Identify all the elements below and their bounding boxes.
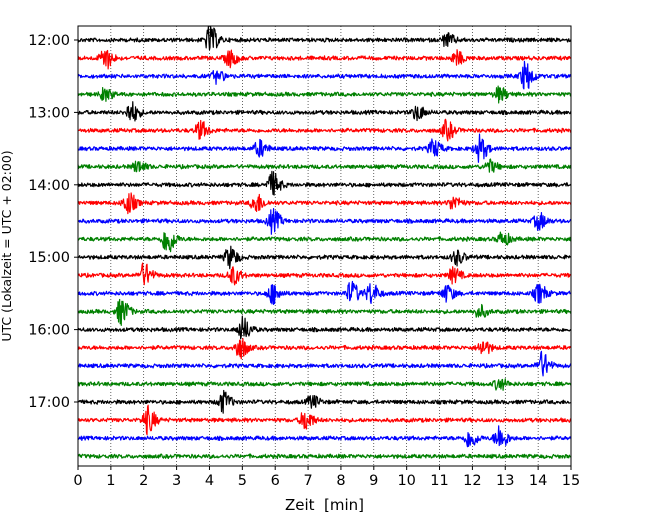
seismic-trace	[77, 425, 572, 448]
plot-frame	[77, 25, 572, 467]
x-tick-label: 13	[496, 473, 514, 489]
y-tick-label: 17:00	[28, 395, 70, 411]
seismic-trace	[77, 245, 572, 270]
x-tick-label: 11	[430, 473, 448, 489]
y-tick-label: 16:00	[28, 323, 70, 339]
seismic-trace	[77, 49, 572, 70]
x-tick-label: 14	[529, 473, 547, 489]
x-tick-label: 4	[205, 473, 214, 489]
y-tick-label: 15:00	[28, 250, 70, 266]
x-tick-label: 2	[139, 473, 148, 489]
seismic-trace	[77, 338, 572, 360]
seismic-trace	[77, 208, 572, 235]
seismic-trace	[77, 25, 572, 51]
x-tick-label: 0	[73, 473, 82, 489]
trace-series	[77, 25, 572, 460]
seismic-trace	[77, 315, 572, 340]
seismic-trace	[77, 192, 572, 215]
seismic-trace	[77, 350, 572, 377]
y-tick-label: 12:00	[28, 33, 70, 49]
seismic-trace	[77, 133, 572, 163]
seismic-trace	[77, 170, 572, 196]
x-axis-label: Zeit [min]	[285, 496, 364, 514]
x-tick-label: 1	[106, 473, 115, 489]
seismic-trace	[77, 378, 572, 391]
seismic-trace	[77, 298, 572, 326]
x-tick-label: 8	[336, 473, 345, 489]
seismic-trace	[77, 231, 572, 253]
seismic-trace	[77, 60, 572, 90]
x-tick-label: 7	[303, 473, 312, 489]
y-axis-label: UTC (Lokalzeit = UTC + 02:00)	[0, 150, 14, 341]
seismic-trace	[77, 389, 572, 414]
x-tick-label: 15	[562, 473, 580, 489]
x-tick-label: 12	[463, 473, 481, 489]
x-tick-label: 6	[271, 473, 280, 489]
seismic-trace	[77, 453, 572, 460]
x-tick-label: 5	[238, 473, 247, 489]
x-tick-label: 3	[172, 473, 181, 489]
axes: 0 1 2 3 4 5 6 7 8 9 10 11 12 13 14 1512:0013:0014:0015:…	[28, 33, 580, 489]
seismic-trace	[77, 158, 572, 173]
seismic-trace	[77, 101, 572, 122]
x-tick-label: 10	[397, 473, 415, 489]
seismic-trace	[77, 85, 572, 104]
x-tick-label: 9	[369, 473, 378, 489]
seismic-trace	[77, 262, 572, 286]
seismic-trace	[77, 118, 572, 142]
seismic-trace	[77, 404, 572, 436]
grid-lines	[110, 26, 539, 466]
y-tick-label: 13:00	[28, 105, 70, 121]
seismic-trace	[77, 280, 572, 306]
y-tick-label: 14:00	[28, 178, 70, 194]
